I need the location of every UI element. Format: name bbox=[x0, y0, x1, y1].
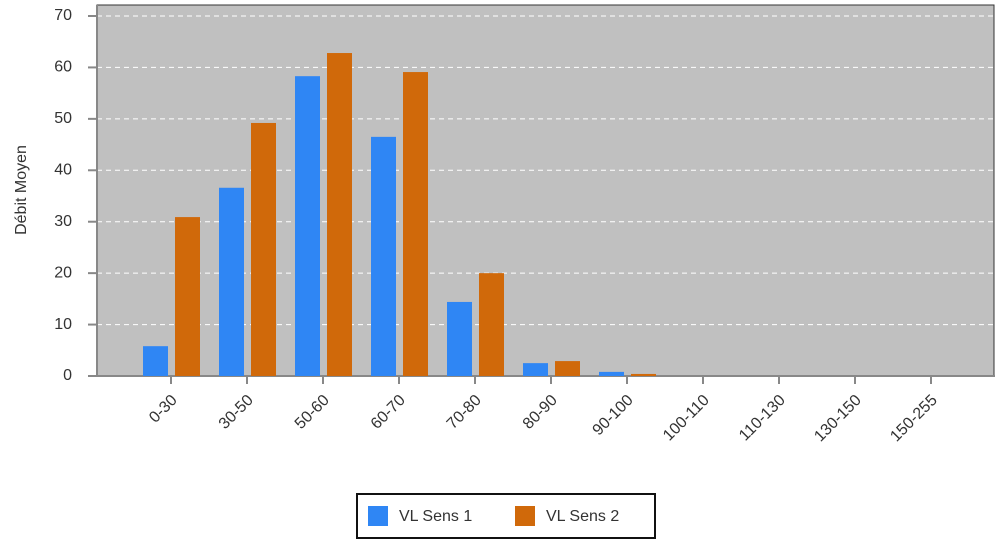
y-tick-label: 40 bbox=[54, 162, 72, 179]
bar bbox=[523, 363, 548, 376]
plot-area bbox=[96, 4, 995, 377]
y-tick-label: 0 bbox=[63, 367, 72, 384]
y-axis-label: Débit Moyen bbox=[13, 145, 30, 235]
x-tick-label: 0-30 bbox=[146, 392, 181, 427]
legend bbox=[356, 493, 656, 539]
bar bbox=[327, 53, 352, 377]
bar bbox=[219, 187, 244, 376]
y-tick-label: 70 bbox=[54, 7, 72, 24]
x-tick-label: 100-110 bbox=[660, 392, 713, 445]
bar bbox=[447, 301, 472, 376]
legend-label: VL Sens 1 bbox=[399, 508, 472, 525]
x-tick-label: 80-90 bbox=[520, 392, 561, 433]
x-tick-label: 50-60 bbox=[292, 392, 333, 433]
y-tick-label: 20 bbox=[54, 264, 72, 281]
x-tick-label: 60-70 bbox=[368, 392, 409, 433]
y-tick-label: 50 bbox=[54, 110, 72, 127]
bar bbox=[295, 76, 320, 377]
y-tick-label: 60 bbox=[54, 59, 72, 76]
legend-swatch bbox=[368, 506, 388, 526]
x-tick-label: 70-80 bbox=[444, 392, 485, 433]
x-tick-label: 110-130 bbox=[736, 392, 789, 445]
bar bbox=[251, 122, 276, 376]
x-tick-label: 30-50 bbox=[216, 392, 257, 433]
bar bbox=[143, 346, 168, 376]
y-tick-label: 30 bbox=[54, 213, 72, 230]
bar bbox=[631, 373, 656, 376]
bar bbox=[599, 371, 624, 376]
y-tick-label: 10 bbox=[54, 316, 72, 333]
bar bbox=[479, 273, 504, 376]
legend-label: VL Sens 2 bbox=[546, 508, 619, 525]
bar bbox=[371, 136, 396, 376]
x-tick-label: 130-150 bbox=[811, 392, 865, 446]
x-tick-label: 90-100 bbox=[590, 392, 637, 439]
bar bbox=[403, 72, 428, 377]
bar bbox=[555, 361, 580, 376]
bar bbox=[175, 217, 200, 376]
legend-swatch bbox=[515, 506, 535, 526]
x-tick-label: 150-255 bbox=[887, 392, 941, 446]
